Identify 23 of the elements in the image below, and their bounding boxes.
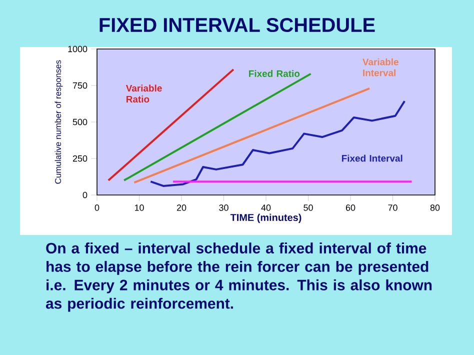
- x-tick-label: 80: [430, 204, 440, 211]
- x-tick-label: 70: [388, 204, 398, 211]
- x-tick-label: 50: [304, 204, 313, 211]
- x-tick-label: 10: [134, 204, 144, 211]
- line-series: [150, 100, 406, 187]
- y-tick-label: 250: [72, 155, 88, 162]
- chart-title: FIXED INTERVAL SCHEDULE: [100, 18, 375, 32]
- text: On a fixed – interval schedule a fixed interval of time has to elapse before the rein forcer can be presented i.e. Every 2 minutes or 4 minutes. This is also known as periodic reinforcement.: [46, 242, 432, 312]
- y-axis-title: Cumulative number of responses: [54, 60, 63, 184]
- y-tick-label: 1000: [68, 46, 88, 52]
- x-tick-label: 40: [261, 204, 271, 211]
- y-tick-label: 750: [72, 82, 88, 89]
- y-tick-label: 500: [72, 118, 88, 126]
- text: Fixed Interval: [342, 154, 402, 162]
- x-tick-label: 0: [94, 204, 100, 211]
- x-axis-title: TIME (minutes): [230, 214, 302, 223]
- text: Variable Ratio: [126, 84, 162, 103]
- x-tick-label: 20: [176, 204, 186, 211]
- y-tick-label: 0: [82, 192, 88, 198]
- series-label: Variable Interval: [362, 58, 398, 76]
- series-label: Fixed Ratio: [249, 70, 300, 77]
- x-tick-label: 60: [346, 204, 356, 211]
- x-tick-label: 30: [219, 204, 228, 211]
